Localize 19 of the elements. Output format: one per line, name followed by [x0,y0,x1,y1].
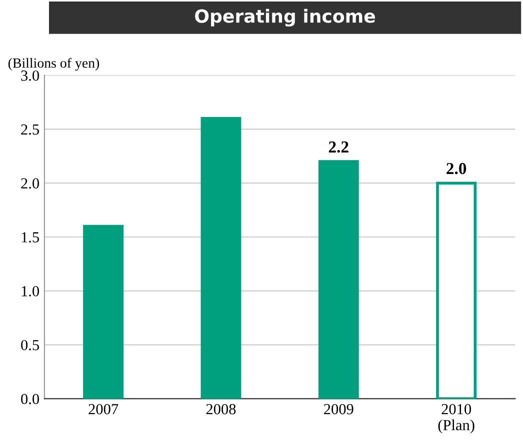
data-label: 2.0 [446,162,466,174]
y-tick-label: 0.0 [21,394,40,404]
y-tick-label: 0.5 [21,340,39,350]
y-tick-label: 2.0 [21,178,40,189]
y-tick-label: 1.0 [22,286,40,296]
bar [318,160,359,399]
bar [83,224,124,399]
y-axis-title: (Billions of yen) [8,58,100,71]
bar [436,182,477,399]
chart-title: Operating income [195,8,376,27]
data-label: 2.2 [328,141,348,153]
x-tick-label: 2009 [324,404,354,414]
y-tick-label: 3.0 [21,70,40,81]
bar [200,117,242,399]
x-tick-label: 2008 [206,404,236,414]
y-tick-label: 2.5 [21,124,39,135]
y-tick-label: 1.5 [22,232,39,243]
x-tick-label: 2007 [88,404,118,414]
x-tick-label: 2010 (Plan) [438,404,474,434]
